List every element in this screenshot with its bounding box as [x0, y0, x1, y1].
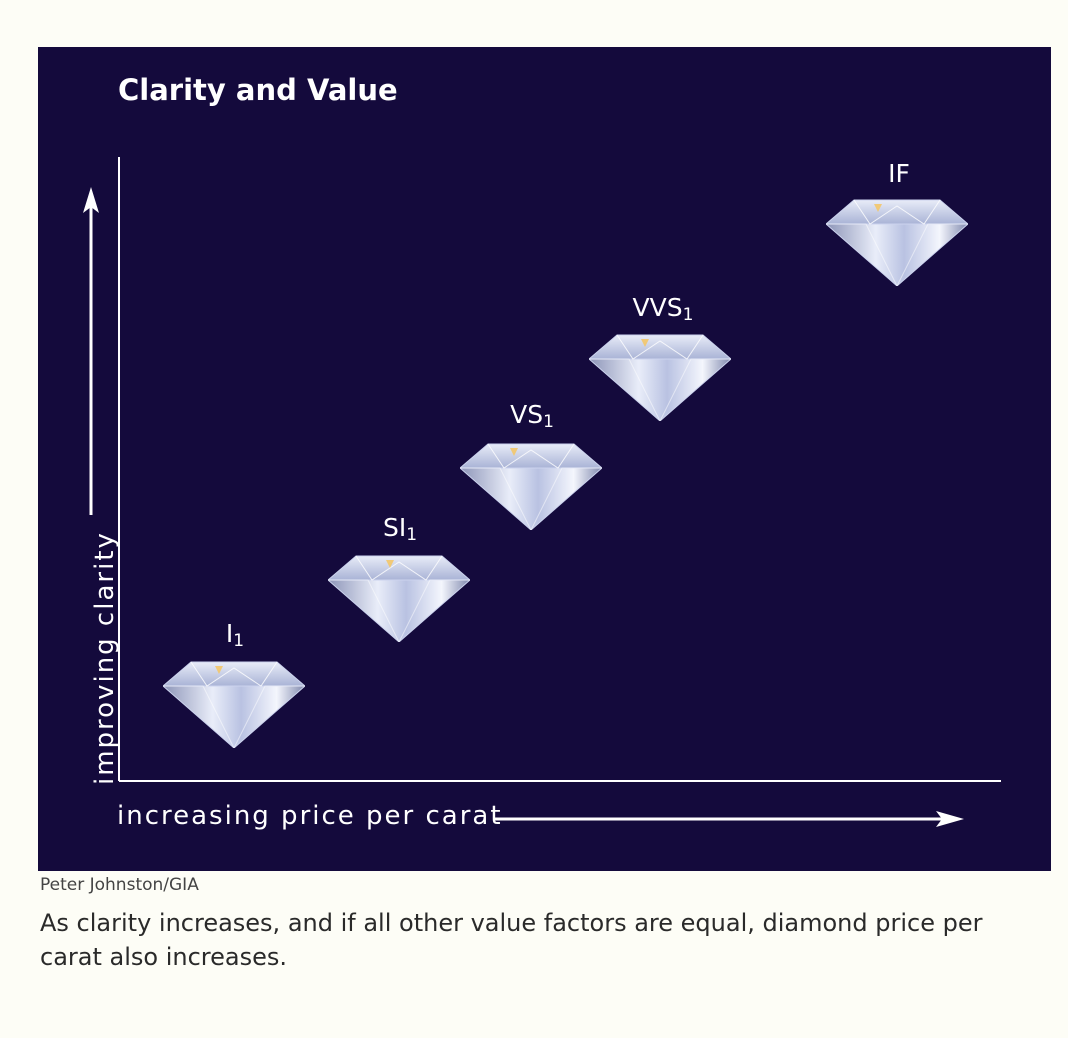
grade-base: SI — [382, 513, 407, 542]
y-arrow-head-icon — [83, 187, 99, 213]
axes — [83, 157, 1001, 827]
grade-base: VS — [510, 400, 544, 429]
grade-sub: 1 — [406, 525, 418, 545]
clarity-value-figure: Clarity and Value improving clarity incr… — [38, 47, 1051, 871]
grade-label-vs1: VS1 — [510, 400, 554, 432]
figure-title: Clarity and Value — [118, 73, 398, 107]
grade-label-vvs1: VVS1 — [633, 293, 694, 325]
grade-sub: 1 — [682, 305, 694, 325]
grade-label-if: IF — [888, 159, 910, 191]
diamond-icon — [460, 443, 602, 530]
grade-sub: 1 — [543, 412, 554, 432]
grade-label-i1: I1 — [226, 619, 244, 651]
figure-caption: As clarity increases, and if all other v… — [40, 909, 983, 971]
grade-base: VVS — [632, 293, 683, 322]
diamond-icon — [826, 199, 968, 286]
grade-base: IF — [888, 159, 910, 188]
x-arrow-head-icon — [936, 811, 964, 827]
diamond-icon — [589, 334, 731, 421]
y-axis-label: improving clarity — [90, 531, 120, 785]
x-axis-label: increasing price per carat — [117, 801, 503, 831]
grade-label-si1: SI1 — [383, 513, 417, 545]
diamond-icon — [163, 661, 305, 748]
grade-sub: 1 — [233, 631, 245, 651]
image-credit: Peter Johnston/GIA — [40, 875, 199, 895]
grade-base: I — [225, 619, 234, 648]
diamond-icon — [328, 555, 470, 642]
